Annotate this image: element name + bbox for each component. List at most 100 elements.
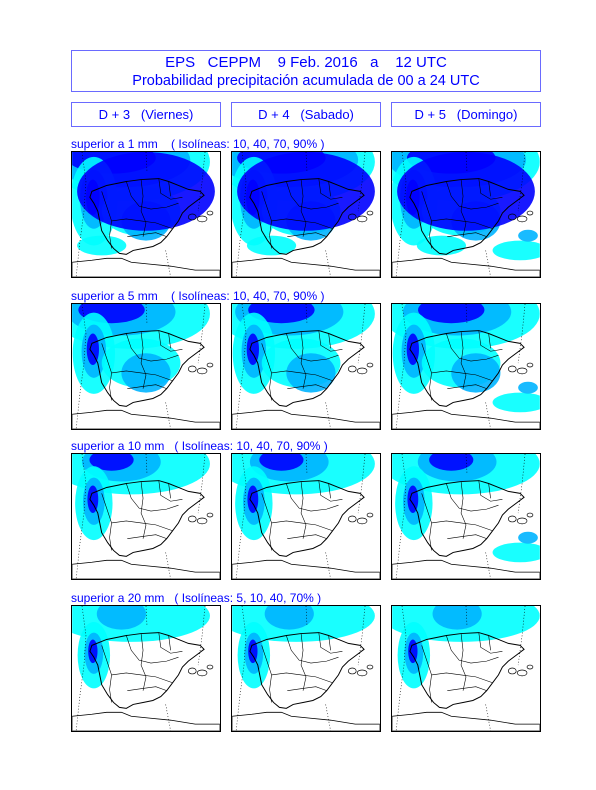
probability-map	[72, 454, 220, 579]
coastline	[249, 632, 365, 709]
region-border	[478, 632, 503, 654]
map-panel-r1-c1	[71, 151, 221, 278]
region-border	[286, 635, 339, 664]
region-border	[101, 343, 112, 401]
graticule-line	[197, 152, 206, 212]
graticule-line	[165, 250, 171, 277]
region-border	[300, 633, 307, 691]
region-border	[488, 333, 491, 349]
africa-coast	[72, 409, 220, 429]
graticule-line	[197, 454, 206, 514]
coastline	[249, 330, 365, 407]
graticule-line	[465, 454, 468, 474]
precip-area	[492, 240, 540, 261]
graticule-line	[305, 606, 308, 626]
region-border	[286, 483, 339, 512]
coastline	[89, 178, 205, 255]
day-header-d5: D + 5 (Domingo)	[391, 102, 541, 127]
precip-area	[397, 152, 535, 231]
balearic-island	[206, 664, 214, 670]
graticule-line	[145, 606, 148, 626]
africa-coast	[392, 257, 540, 277]
graticule-line	[305, 152, 308, 172]
map-panel-r4-c3	[391, 605, 541, 732]
region-border	[261, 343, 272, 401]
graticule-line	[485, 552, 491, 579]
day-header-d3: D + 3 (Viernes)	[71, 102, 221, 127]
region-border	[300, 179, 307, 237]
region-border	[328, 181, 331, 197]
balearic-island	[196, 669, 208, 677]
balearic-island	[356, 517, 368, 525]
graticule-line	[235, 606, 247, 731]
graticule-line	[395, 304, 407, 429]
graticule-line	[465, 152, 468, 172]
probability-map	[72, 606, 220, 731]
region-border	[286, 333, 339, 362]
map-panel-r2-c1	[71, 303, 221, 430]
region-border	[127, 686, 167, 691]
coastline	[409, 178, 525, 255]
region-border	[140, 179, 147, 237]
region-border	[447, 534, 487, 539]
balearic-island	[516, 215, 528, 223]
coastline	[89, 480, 205, 557]
region-border	[446, 333, 499, 362]
region-border	[318, 178, 343, 200]
precip-area	[87, 485, 99, 514]
balearic-island	[526, 210, 534, 216]
region-border	[478, 330, 503, 352]
region-border	[421, 191, 432, 249]
probability-map	[232, 304, 380, 429]
balearic-island	[507, 667, 517, 675]
precip-area	[248, 639, 258, 664]
precip-area	[237, 152, 375, 231]
balearic-island	[187, 213, 197, 221]
region-border	[446, 181, 499, 210]
region-border	[328, 333, 331, 349]
region-border	[101, 493, 112, 551]
region-border	[446, 483, 499, 512]
region-border	[271, 370, 333, 382]
balearic-island	[347, 667, 357, 675]
graticule-line	[395, 152, 407, 277]
balearic-island	[526, 362, 534, 368]
map-panel-r2-c3	[391, 303, 541, 430]
region-border	[300, 481, 307, 539]
africa-coast	[232, 711, 380, 731]
balearic-island	[347, 515, 357, 523]
balearic-island	[356, 215, 368, 223]
graticule-line	[517, 454, 526, 514]
balearic-island	[356, 669, 368, 677]
region-border	[328, 483, 331, 499]
graticule-line	[517, 152, 526, 212]
precip-area	[86, 333, 100, 366]
precip-area	[121, 353, 171, 393]
graticule-line	[235, 152, 247, 277]
balearic-island	[366, 664, 374, 670]
region-border	[127, 534, 167, 539]
region-border	[488, 483, 491, 499]
graticule-line	[145, 454, 148, 474]
balearic-island	[206, 210, 214, 216]
region-border	[447, 686, 487, 691]
probability-map	[232, 152, 380, 277]
precip-area	[264, 606, 314, 630]
precip-area	[88, 639, 98, 664]
balearic-island	[187, 365, 197, 373]
africa-coast	[392, 559, 540, 579]
row-label-20mm: superior a 20 mm ( Isolíneas: 5, 10, 40,…	[71, 591, 322, 605]
precip-area	[259, 454, 304, 471]
graticule-line	[357, 606, 366, 666]
graticule-line	[165, 402, 171, 429]
africa-coast	[232, 257, 380, 277]
region-border	[421, 645, 432, 703]
probability-map	[72, 152, 220, 277]
graticule-line	[517, 304, 526, 364]
region-border	[478, 178, 503, 200]
precip-area	[492, 542, 540, 563]
region-border	[271, 672, 333, 684]
africa-coast	[392, 409, 540, 429]
graticule-line	[465, 304, 468, 324]
precip-area	[432, 606, 482, 630]
